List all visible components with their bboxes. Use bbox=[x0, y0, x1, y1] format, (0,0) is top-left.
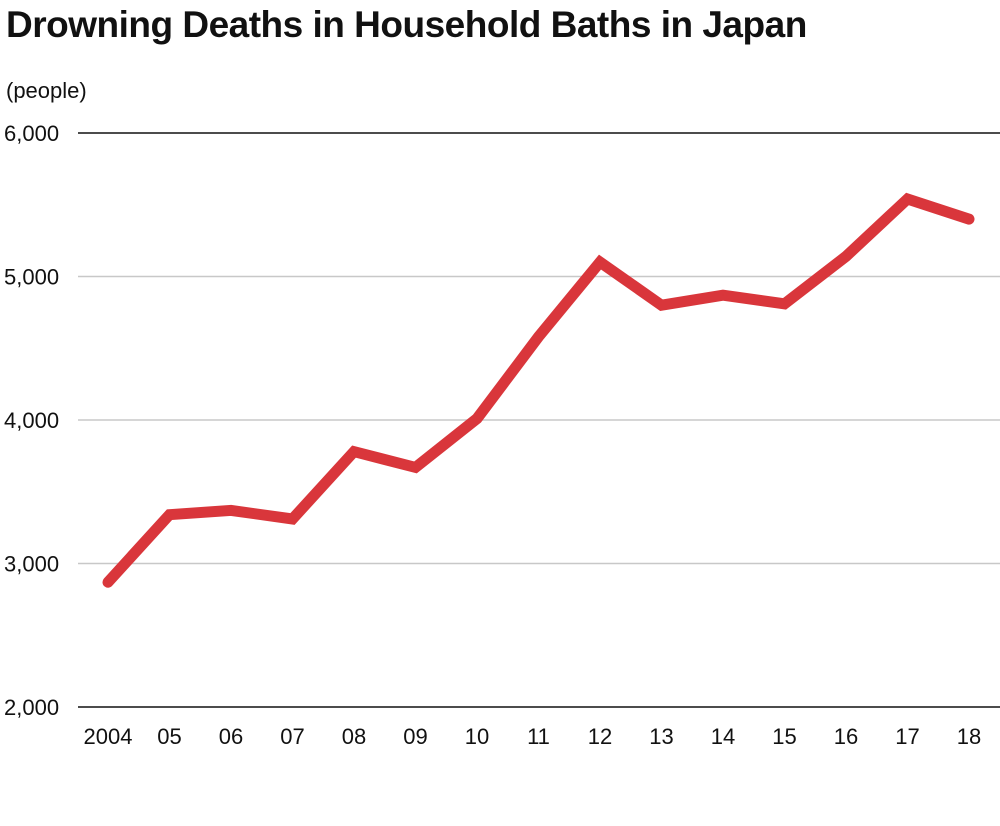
y-tick-label: 4,000 bbox=[4, 408, 59, 433]
data-point bbox=[353, 450, 355, 453]
x-tick-label: 2004 bbox=[84, 724, 133, 749]
x-tick-label: 08 bbox=[342, 724, 366, 749]
x-tick-label: 09 bbox=[403, 724, 427, 749]
y-tick-label: 6,000 bbox=[4, 121, 59, 146]
data-point bbox=[107, 581, 109, 584]
data-point bbox=[968, 218, 970, 221]
data-point bbox=[660, 304, 663, 307]
x-tick-label: 13 bbox=[649, 724, 673, 749]
y-axis-ticks: 6,000 5,000 4,000 3,000 2,000 bbox=[4, 121, 59, 720]
data-point bbox=[476, 417, 478, 420]
x-tick-label: 07 bbox=[280, 724, 304, 749]
x-tick-label: 17 bbox=[895, 724, 919, 749]
x-tick-label: 11 bbox=[527, 724, 550, 749]
y-tick-label: 3,000 bbox=[4, 552, 59, 577]
x-tick-label: 10 bbox=[465, 724, 489, 749]
x-axis-ticks: 2004 05 06 07 08 09 10 11 12 13 14 15 16 17 18 bbox=[84, 724, 982, 749]
data-point bbox=[599, 261, 601, 264]
data-point bbox=[230, 509, 232, 512]
series-lines bbox=[102, 192, 975, 588]
x-tick-label: 05 bbox=[157, 724, 181, 749]
x-tick-label: 06 bbox=[219, 724, 243, 749]
data-point bbox=[722, 294, 724, 297]
x-tick-label: 14 bbox=[711, 724, 735, 749]
series-line bbox=[102, 192, 975, 588]
data-point bbox=[906, 198, 909, 201]
data-point bbox=[845, 255, 847, 258]
x-tick-label: 15 bbox=[772, 724, 796, 749]
gridlines bbox=[78, 132, 1000, 708]
y-tick-label: 5,000 bbox=[4, 265, 59, 290]
y-axis-unit-label: (people) bbox=[6, 78, 87, 103]
data-point bbox=[414, 466, 417, 469]
x-tick-label: 12 bbox=[588, 724, 612, 749]
y-tick-label: 2,000 bbox=[4, 695, 59, 720]
x-tick-label: 16 bbox=[834, 724, 858, 749]
data-point bbox=[783, 302, 786, 305]
x-tick-label: 18 bbox=[957, 724, 981, 749]
data-point bbox=[168, 513, 171, 516]
data-point bbox=[537, 335, 540, 338]
data-point bbox=[291, 518, 294, 521]
chart-title: Drowning Deaths in Household Baths in Ja… bbox=[6, 4, 807, 45]
